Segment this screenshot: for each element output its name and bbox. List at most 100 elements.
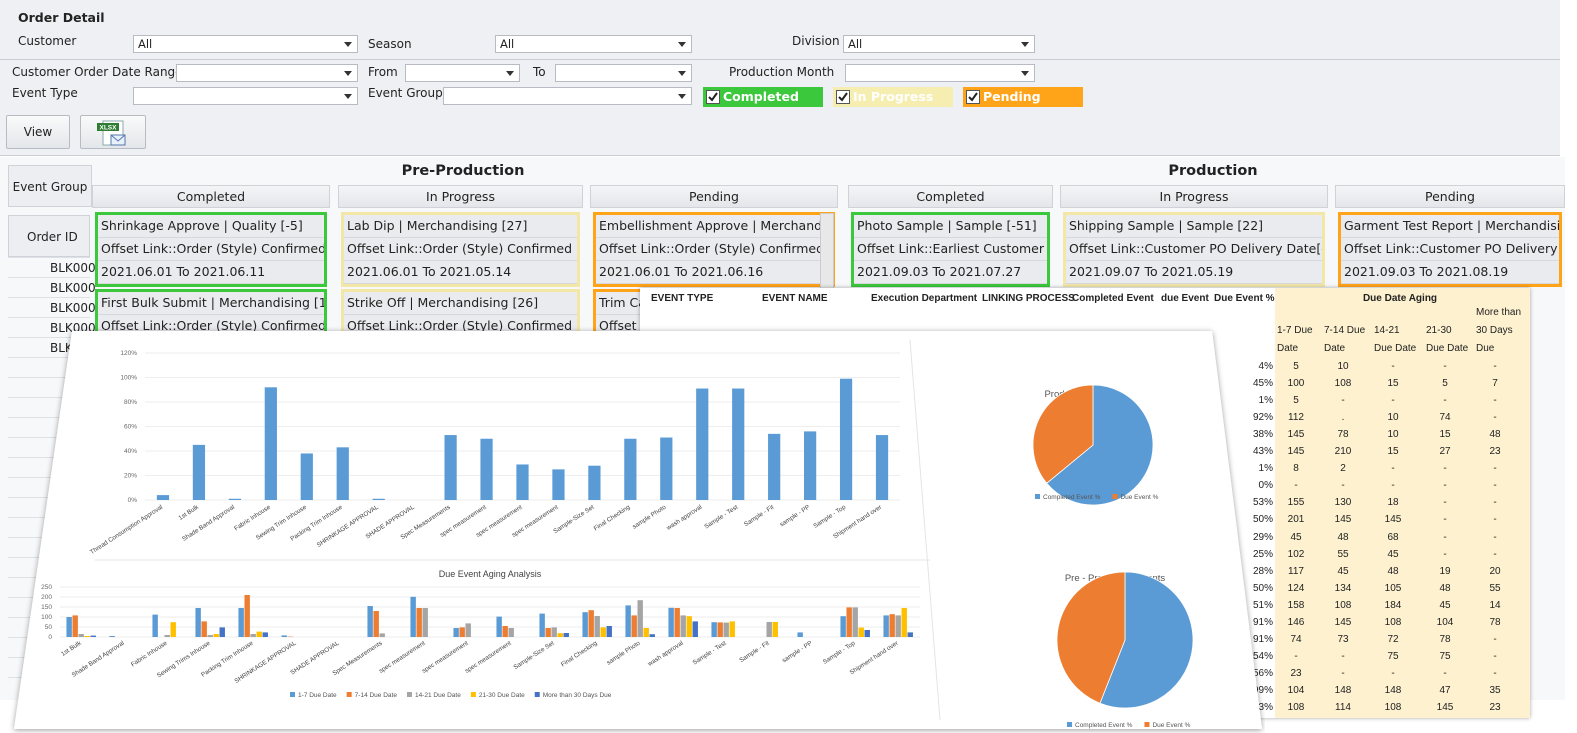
- view-button[interactable]: View: [6, 115, 70, 149]
- dropdown[interactable]: [133, 87, 358, 105]
- cell: -: [1443, 463, 1447, 475]
- bar: [539, 613, 545, 637]
- bar: [156, 495, 170, 500]
- y-tick-label: 150: [41, 604, 52, 611]
- y-tick-label: 20%: [124, 473, 137, 480]
- column-header: Order ID: [8, 215, 90, 257]
- row-line: [8, 357, 90, 358]
- status-checkbox[interactable]: Pending: [963, 87, 1083, 107]
- cell: 104: [1436, 616, 1454, 628]
- bar: [416, 608, 422, 637]
- export-button[interactable]: XLSX: [80, 115, 146, 149]
- status-checkbox[interactable]: In Progress: [833, 87, 953, 107]
- bar: [668, 607, 674, 637]
- cell: -: [1341, 395, 1345, 407]
- bar: [588, 465, 601, 500]
- cell: 148: [1334, 684, 1352, 696]
- y-tick-label: 200: [41, 594, 52, 601]
- bar: [480, 438, 493, 500]
- legend-swatch: [406, 692, 412, 697]
- cell: 108: [1334, 378, 1352, 390]
- bar: [625, 605, 631, 637]
- label: Customer: [18, 34, 77, 48]
- bar: [717, 622, 723, 637]
- order-id: BLK000: [50, 281, 96, 295]
- status-checkbox[interactable]: Completed: [703, 87, 823, 107]
- aging-column-header: 21-30 Due Date: [1426, 325, 1469, 354]
- bar: [244, 595, 250, 637]
- pie-slice: [1056, 571, 1126, 704]
- dropdown[interactable]: [443, 87, 692, 105]
- cell: 15: [1387, 378, 1399, 390]
- card-line: Garment Test Report | Merchandising [: [1341, 215, 1559, 238]
- bar: [907, 632, 913, 637]
- legend-swatch: [1035, 494, 1040, 499]
- dropdown[interactable]: [845, 64, 1035, 82]
- row-line: [8, 457, 90, 458]
- checkbox-label: Pending: [983, 89, 1041, 104]
- cell: 210: [1334, 446, 1352, 458]
- cell: 23: [1290, 667, 1302, 679]
- y-tick-label: 0: [48, 634, 52, 641]
- y-tick-label: 0%: [128, 497, 138, 504]
- group-header: Production: [1168, 163, 1258, 179]
- y-tick-label: 50: [45, 624, 53, 631]
- row-line: [8, 277, 90, 278]
- dropdown[interactable]: [405, 64, 520, 82]
- y-tick-label: 100: [41, 614, 52, 621]
- cell: 112: [1288, 412, 1304, 424]
- bar: [797, 632, 803, 637]
- cell: -: [1443, 361, 1447, 372]
- bar: [195, 608, 201, 637]
- cell: -: [1443, 531, 1447, 543]
- cell: -: [1341, 650, 1345, 662]
- legend-label: More than 30 Days Due: [543, 692, 612, 699]
- dropdown[interactable]: [176, 64, 358, 82]
- cell: 145: [1384, 514, 1402, 526]
- cell: -: [1443, 514, 1447, 526]
- dropdown[interactable]: All: [495, 35, 692, 53]
- card-line: Offset Link::Customer PO Delivery Date[-…: [1066, 238, 1322, 261]
- cell: 74: [1290, 633, 1302, 645]
- cell: 102: [1287, 548, 1305, 560]
- bar: [78, 634, 84, 637]
- event-card: Lab Dip | Merchandising [27] Offset Link:…: [341, 212, 580, 287]
- cell: 104: [1287, 684, 1305, 696]
- checkbox-icon: [966, 90, 980, 104]
- icon-label: XLSX: [100, 125, 118, 132]
- bar: [72, 615, 78, 637]
- row-line: [8, 377, 90, 378]
- label: From: [368, 65, 398, 79]
- cell: 56%: [1252, 667, 1273, 679]
- card-line: Shrinkage Approve | Quality [-5]: [98, 215, 324, 238]
- cell: 29%: [1252, 531, 1273, 543]
- table-header: LINKING PROCESS: [982, 293, 1075, 304]
- bar: [281, 635, 287, 637]
- dropdown[interactable]: [555, 64, 692, 82]
- table-header: Execution Department: [871, 293, 978, 304]
- cell: -: [1391, 463, 1395, 475]
- cell: -: [1493, 514, 1497, 526]
- bar: [768, 433, 781, 500]
- bar: [262, 632, 268, 637]
- cell: -: [1443, 480, 1447, 492]
- bar: [66, 617, 72, 637]
- label: Season: [368, 37, 412, 51]
- order-id: BLK000: [50, 261, 96, 275]
- cell: 146: [1287, 616, 1305, 628]
- cell: 114: [1335, 702, 1351, 713]
- cell: 117: [1288, 565, 1304, 577]
- legend-swatch: [470, 692, 476, 697]
- bar: [264, 387, 277, 500]
- cell: -: [1493, 463, 1497, 475]
- label: Customer Order Date Range: [12, 65, 183, 79]
- bar: [732, 388, 745, 500]
- card-line: First Bulk Submit | Merchandising [15]: [98, 292, 324, 315]
- table-header: EVENT NAME: [762, 293, 828, 304]
- aging-column-header: 7-14 Due Date: [1324, 325, 1366, 354]
- dropdown[interactable]: All: [133, 35, 358, 53]
- cell: 145: [1334, 616, 1352, 628]
- bar: [839, 378, 853, 500]
- dropdown[interactable]: All: [843, 35, 1035, 53]
- bar: [465, 623, 471, 637]
